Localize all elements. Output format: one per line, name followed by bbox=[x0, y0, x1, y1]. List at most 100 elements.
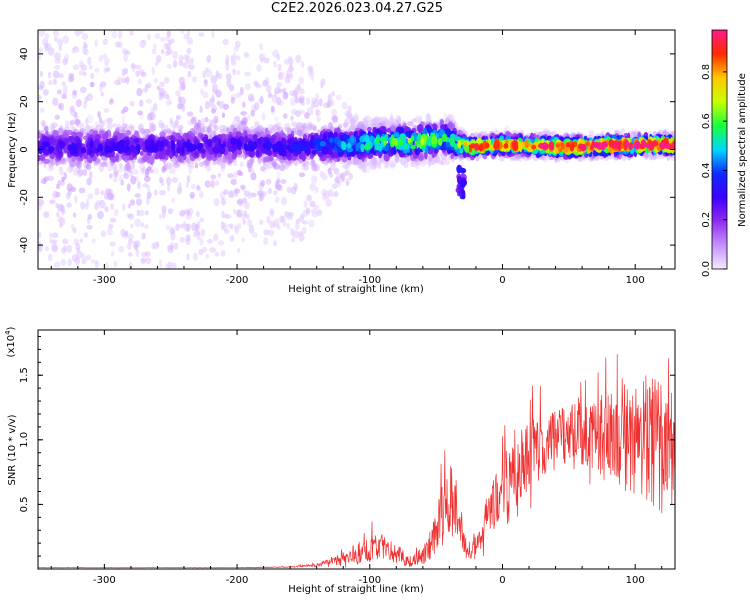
spectrogram-cell bbox=[327, 189, 334, 197]
spectrogram-cell bbox=[201, 148, 206, 154]
spectrogram-cell bbox=[38, 47, 44, 53]
spectrogram-cell bbox=[178, 54, 184, 64]
spectrogram-cell bbox=[77, 169, 84, 177]
spectrogram-cell bbox=[160, 49, 165, 55]
spectrogram-cell bbox=[57, 38, 63, 47]
spectrogram-cell bbox=[284, 58, 290, 65]
spectrogram-cell bbox=[100, 161, 107, 167]
spectrogram-cell bbox=[107, 223, 114, 229]
spectrogram-cell bbox=[78, 187, 86, 194]
spectrogram-cell bbox=[198, 161, 205, 167]
spectrogram-cell bbox=[339, 135, 344, 142]
spectrogram-cell bbox=[285, 74, 291, 79]
spectrogram-cell bbox=[347, 105, 352, 113]
spectrogram-cell bbox=[292, 90, 299, 98]
spectrogram-cell bbox=[298, 233, 305, 242]
spectrogram-cell bbox=[186, 174, 191, 184]
spectrogram-cell bbox=[202, 91, 209, 99]
spectrogram-cell bbox=[226, 127, 231, 134]
spectrogram-cell bbox=[200, 88, 204, 96]
spectrogram-cell bbox=[211, 83, 218, 93]
spectrogram-cell bbox=[144, 257, 152, 265]
spectrogram-cell bbox=[138, 209, 145, 217]
spectrogram-cell bbox=[460, 160, 465, 168]
spectrogram-cell bbox=[210, 174, 217, 180]
spectrogram-cell bbox=[185, 181, 190, 189]
spectrogram-cell bbox=[268, 155, 274, 162]
spectrogram-cell bbox=[205, 67, 209, 73]
spectrogram-cell bbox=[310, 159, 316, 167]
spectrogram-cell bbox=[125, 145, 130, 151]
spectrogram-cell bbox=[426, 113, 431, 121]
spectrogram-cell bbox=[120, 228, 126, 237]
spectrogram-cell bbox=[218, 146, 226, 155]
spectrogram-cell bbox=[202, 70, 207, 79]
spectrogram-cell bbox=[182, 62, 186, 68]
spectrogram-cell bbox=[159, 81, 165, 88]
spectrogram-cell bbox=[175, 223, 180, 231]
spectrogram-cell bbox=[258, 193, 264, 202]
spectrogram-cell bbox=[152, 145, 158, 153]
spectrogram-cell bbox=[87, 56, 92, 66]
spectrogram-cell bbox=[304, 112, 310, 119]
spectrogram-cell bbox=[417, 132, 422, 140]
spectrogram-cell bbox=[139, 127, 146, 135]
spectrogram-cell bbox=[186, 111, 194, 117]
spectrogram-cell bbox=[167, 39, 172, 46]
spectrogram-cell bbox=[277, 63, 282, 72]
spectrogram-cell bbox=[90, 258, 95, 264]
spectrogram-cell bbox=[215, 89, 222, 98]
spectrogram-cell bbox=[134, 218, 141, 228]
spectrogram-cell bbox=[346, 111, 353, 119]
spectrogram-cell bbox=[296, 142, 303, 148]
spectrogram-cell bbox=[122, 203, 126, 211]
spectrogram-cell bbox=[222, 38, 229, 46]
spectrogram-cell bbox=[364, 134, 370, 143]
spectrogram-cell bbox=[243, 52, 250, 58]
spectrogram-cell bbox=[114, 41, 121, 48]
spectrogram-cell bbox=[105, 67, 110, 72]
spectrogram-cell bbox=[246, 134, 254, 140]
spectrogram-cell bbox=[265, 178, 272, 185]
spectrogram-cell bbox=[61, 176, 65, 182]
spectrogram-cell bbox=[61, 238, 69, 245]
spectrogram-cell bbox=[94, 187, 100, 196]
spectrogram-cell bbox=[326, 100, 331, 109]
spectrogram-cell bbox=[303, 200, 308, 209]
spectrogram-cell bbox=[288, 212, 294, 217]
spectrogram-cell bbox=[166, 99, 172, 106]
spectrogram-cell bbox=[130, 175, 137, 185]
spectrogram-cell bbox=[111, 30, 117, 39]
spectrogram-cell bbox=[358, 164, 365, 170]
spectrogram-cell bbox=[104, 262, 109, 269]
spectrogram-cell bbox=[70, 105, 76, 112]
spectrogram-cell bbox=[206, 154, 213, 160]
spectrogram-cell bbox=[268, 229, 275, 237]
spectrogram-cell bbox=[127, 203, 132, 209]
spectrogram-cell bbox=[159, 37, 166, 42]
spectrogram-cell bbox=[232, 68, 236, 75]
spectrogram-cell bbox=[204, 138, 208, 145]
spectrogram-cell bbox=[194, 163, 199, 169]
spectrogram-cell bbox=[78, 70, 84, 76]
spectrogram-cell bbox=[298, 76, 305, 85]
spectrogram-cell bbox=[126, 183, 131, 192]
spectrogram-cell bbox=[59, 170, 65, 176]
spectrogram-cell bbox=[209, 97, 215, 103]
spectrogram-cell bbox=[274, 86, 281, 95]
spectrogram-cell bbox=[214, 251, 219, 257]
spectrogram-cell bbox=[110, 250, 115, 257]
spectrogram-cell bbox=[72, 227, 77, 234]
spectrogram-cell bbox=[317, 151, 324, 158]
spectrogram-cell bbox=[198, 32, 205, 37]
spectrogram-cell bbox=[240, 111, 247, 116]
spectrogram-cell bbox=[122, 106, 129, 113]
spectrogram-cell bbox=[139, 150, 144, 156]
spectrogram-cell bbox=[69, 119, 75, 126]
spectrogram-cell bbox=[113, 208, 119, 217]
spectrogram-cell bbox=[223, 103, 230, 110]
spectrogram-cell bbox=[276, 178, 280, 185]
spectrogram-cell bbox=[269, 209, 275, 217]
spectrogram-cell bbox=[134, 64, 142, 70]
spectrogram-cell bbox=[203, 79, 208, 85]
